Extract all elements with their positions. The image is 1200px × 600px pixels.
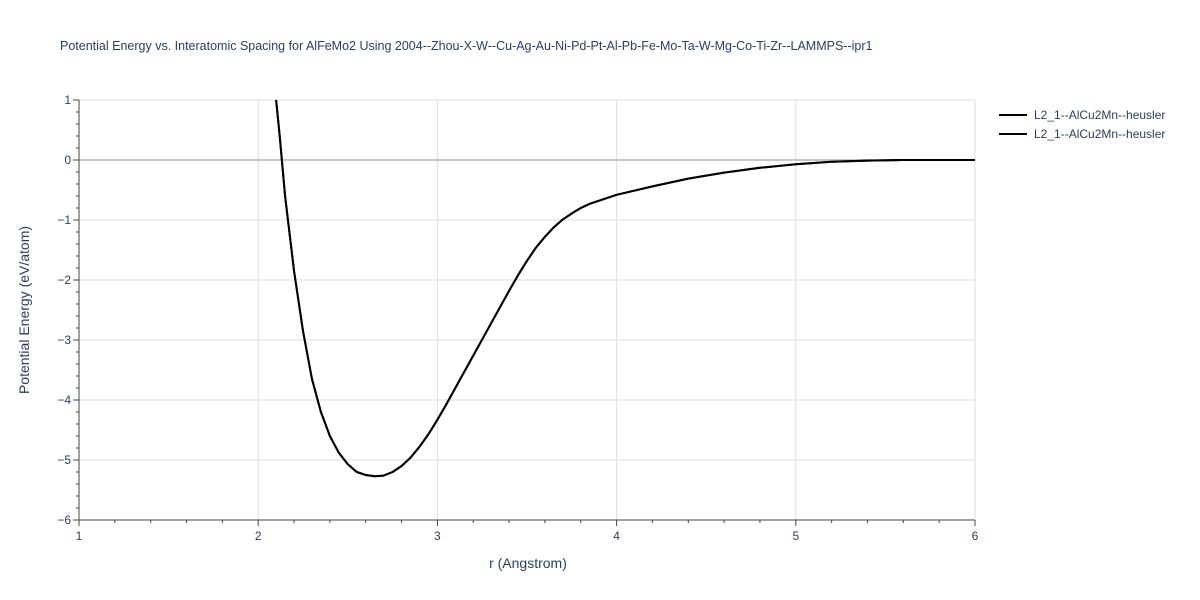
y-axis-ticks: 1 0 −1 −2 −3 −4 −5 −6	[57, 93, 71, 527]
y-tick-label: −3	[57, 333, 71, 347]
x-tick-label: 1	[76, 529, 83, 543]
series-line-1	[275, 99, 975, 478]
x-axis-ticks: 1 2 3 4 5 6	[76, 529, 979, 543]
legend-label-2: L2_1--AlCu2Mn--heusler	[1034, 127, 1165, 141]
series-lines	[275, 99, 975, 478]
y-axis-title: Potential Energy (eV/atom)	[16, 226, 32, 394]
y-tick-label: −1	[57, 213, 71, 227]
y-tick-label: −5	[57, 453, 71, 467]
y-tick-label: 0	[64, 153, 71, 167]
y-tick-label: 1	[64, 93, 71, 107]
legend: L2_1--AlCu2Mn--heusler L2_1--AlCu2Mn--heu…	[999, 108, 1165, 141]
legend-label-1: L2_1--AlCu2Mn--heusler	[1034, 108, 1165, 122]
x-tick-label: 4	[613, 529, 620, 543]
x-tick-label: 2	[255, 529, 262, 543]
series-line-2	[275, 99, 975, 478]
x-tick-label: 3	[434, 529, 441, 543]
y-tick-label: −2	[57, 273, 71, 287]
x-tick-label: 6	[972, 529, 979, 543]
y-tick-label: −6	[57, 513, 71, 527]
y-tick-label: −4	[57, 393, 71, 407]
x-axis-title: r (Angstrom)	[489, 555, 567, 571]
grid-lines	[79, 99, 976, 520]
chart-title: Potential Energy vs. Interatomic Spacing…	[60, 39, 873, 53]
axes	[73, 99, 976, 526]
x-tick-label: 5	[792, 529, 799, 543]
